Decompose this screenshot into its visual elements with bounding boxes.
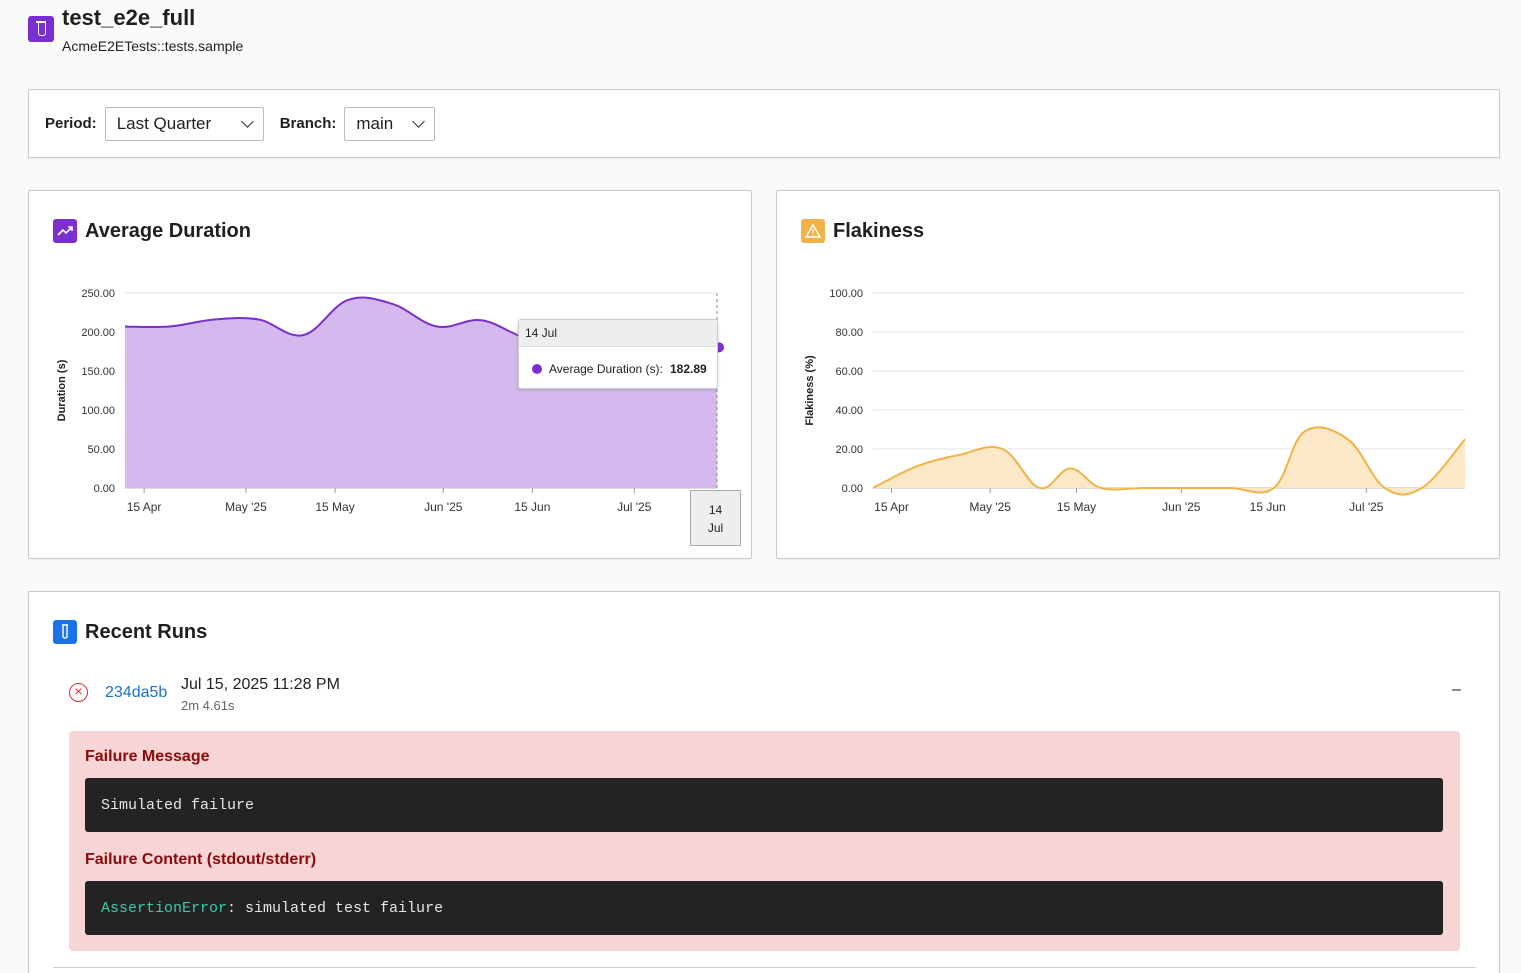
chart-tooltip: 14 Jul Average Duration (s): 182.89 <box>518 319 718 389</box>
failure-message-block: Simulated failure <box>85 778 1443 832</box>
x-tick-label: Jul '25 <box>1349 500 1384 514</box>
branch-label: Branch: <box>279 115 337 132</box>
x-tick-label: 15 Apr <box>127 500 162 514</box>
chevron-down-icon <box>240 114 254 128</box>
y-tick-label: 100.00 <box>829 288 863 300</box>
run-date: Jul 15, 2025 11:28 PM <box>181 676 340 693</box>
recent-runs-card: Recent Runs × 234da5b Jul 15, 2025 11:28… <box>28 591 1500 973</box>
series-line <box>872 426 1466 496</box>
y-tick-label: 60.00 <box>835 366 863 378</box>
duration-chart-title: Average Duration <box>85 219 251 242</box>
warning-icon <box>801 219 825 243</box>
y-tick-label: 150.00 <box>81 366 115 378</box>
run-duration: 2m 4.61s <box>181 698 235 713</box>
x-tick-label: 15 Apr <box>874 500 909 514</box>
x-tick-label: 15 Jun <box>514 500 550 514</box>
y-tick-label: 100.00 <box>81 405 115 417</box>
trending-up-icon <box>53 219 77 243</box>
series-dot-icon <box>532 364 542 374</box>
commit-link[interactable]: 234da5b <box>105 684 168 701</box>
page-header: test_e2e_full AcmeE2ETests::tests.sample <box>28 6 243 54</box>
failure-content-label: Failure Content (stdout/stderr) <box>85 851 317 868</box>
failed-status-icon: × <box>69 683 88 702</box>
failure-details: Failure Message Simulated failure Failur… <box>69 731 1460 951</box>
x-tick-label: Jun '25 <box>1162 500 1201 514</box>
flakiness-chart-card: Flakiness 0.00 20.00 40.00 60.00 80.00 100.00… <box>776 190 1500 559</box>
test-tube-icon <box>28 16 54 42</box>
x-tick-label: 15 Jun <box>1250 500 1286 514</box>
branch-select-value: main <box>356 113 394 133</box>
collapse-toggle[interactable]: – <box>1452 681 1461 698</box>
x-tick-label: Jun '25 <box>424 500 463 514</box>
tooltip-date: 14 Jul <box>519 320 717 347</box>
error-type: AssertionError <box>101 900 228 917</box>
x-tick-label: 15 May <box>315 500 354 514</box>
y-axis-label: Flakiness (%) <box>804 355 816 426</box>
period-label: Period: <box>45 115 97 132</box>
chevron-down-icon <box>412 114 426 128</box>
flakiness-chart[interactable]: 0.00 20.00 40.00 60.00 80.00 100.00 15 Apr May … <box>777 191 1499 558</box>
failure-content-block: AssertionError: simulated test failure <box>85 881 1443 935</box>
x-tick-label: Jul '25 <box>617 500 652 514</box>
duration-chart-card: Average Duration 0.00 50.00 100.00 150.00 20… <box>28 190 752 559</box>
page-subtitle: AcmeE2ETests::tests.sample <box>62 38 244 54</box>
recent-runs-title: Recent Runs <box>85 620 208 643</box>
y-tick-label: 80.00 <box>835 327 863 339</box>
branch-select[interactable]: main <box>344 106 436 141</box>
period-select-value: Last Quarter <box>116 113 212 133</box>
test-tube-icon <box>53 620 77 644</box>
x-tick-label: May '25 <box>225 500 267 514</box>
y-axis-label: Duration (s) <box>56 359 68 421</box>
x-tick-label: May '25 <box>969 500 1011 514</box>
x-tick-label: 15 May <box>1057 500 1096 514</box>
divider <box>53 967 1476 968</box>
y-tick-label: 250.00 <box>81 288 115 300</box>
tooltip-series-label: Average Duration (s): <box>549 362 663 376</box>
failure-message-label: Failure Message <box>85 748 210 765</box>
flakiness-chart-title: Flakiness <box>833 219 925 242</box>
y-tick-label: 50.00 <box>87 444 115 456</box>
y-tick-label: 0.00 <box>94 483 115 495</box>
y-tick-label: 200.00 <box>81 327 115 339</box>
hover-axis-label: 14 Jul <box>690 490 741 546</box>
y-tick-label: 40.00 <box>835 405 863 417</box>
y-tick-label: 20.00 <box>835 444 863 456</box>
error-text: : simulated test failure <box>227 900 444 917</box>
tooltip-value: 182.89 <box>670 362 707 376</box>
filter-bar: Period: Last Quarter Branch: main <box>28 89 1500 158</box>
y-tick-label: 0.00 <box>842 483 863 495</box>
series-area <box>873 427 1465 495</box>
page-title: test_e2e_full <box>62 5 196 30</box>
period-select[interactable]: Last Quarter <box>104 106 264 141</box>
